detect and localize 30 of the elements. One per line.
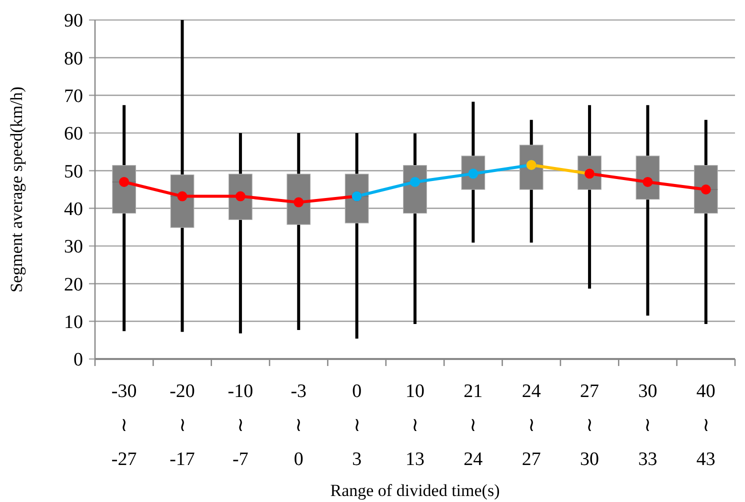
y-tick-label: 30 bbox=[64, 236, 83, 258]
x-tick-label: 0 ≀ 3 bbox=[352, 381, 362, 470]
y-tick-label: 20 bbox=[64, 274, 83, 296]
y-tick-label: 90 bbox=[64, 10, 83, 32]
x-tick-label: -20 ≀ -17 bbox=[170, 381, 195, 470]
y-tick-label: 0 bbox=[74, 350, 83, 371]
x-tick-label: 40 ≀ 43 bbox=[696, 381, 716, 470]
x-tick-label: -30 ≀ -27 bbox=[111, 381, 137, 470]
point bbox=[119, 176, 130, 187]
y-tick-label: 80 bbox=[64, 48, 83, 70]
point bbox=[410, 176, 420, 187]
y-axis-title: Segment average speed(km/h) bbox=[7, 86, 26, 292]
point bbox=[177, 191, 188, 202]
x-tick-label: 10 ≀ 13 bbox=[406, 381, 424, 470]
y-tick-label: 10 bbox=[64, 312, 83, 333]
x-tick-label: 21 ≀ 24 bbox=[464, 381, 484, 470]
y-tick-label: 60 bbox=[64, 124, 83, 145]
y-tick-label: 50 bbox=[64, 161, 83, 182]
point bbox=[235, 191, 246, 202]
x-tick-label: 27 ≀ 30 bbox=[580, 381, 600, 470]
x-tick-label: 24 ≀ 27 bbox=[522, 381, 542, 470]
y-tick-label: 70 bbox=[64, 86, 83, 107]
x-tick-label: -3 ≀ 0 bbox=[290, 381, 307, 470]
x-axis-title: Range of divided time(s) bbox=[330, 481, 500, 500]
y-tick-label: 40 bbox=[64, 198, 83, 220]
x-tick-label: 30 ≀ 33 bbox=[638, 381, 658, 470]
x-tick-label: -10 ≀ -7 bbox=[228, 381, 254, 470]
point bbox=[700, 184, 711, 194]
point bbox=[294, 197, 304, 208]
point bbox=[642, 176, 653, 187]
